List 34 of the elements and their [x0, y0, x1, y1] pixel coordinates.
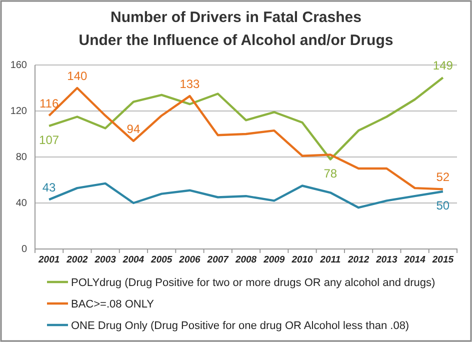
- x-tick-label: 2006: [178, 254, 202, 266]
- data-label: 107: [39, 132, 60, 147]
- x-tick-label: 2012: [346, 254, 370, 266]
- y-tick-label: 120: [10, 106, 28, 118]
- x-tick-label: 2008: [234, 254, 258, 266]
- legend-label: ONE Drug Only (Drug Positive for one drug OR Alcohol less than .08): [71, 320, 410, 332]
- data-label: 43: [42, 180, 56, 195]
- x-tick-label: 2009: [262, 254, 286, 266]
- x-tick-label: 2002: [66, 254, 88, 266]
- y-tick-label: 160: [10, 60, 28, 72]
- y-tick-label: 40: [16, 198, 28, 210]
- chart-title: Number of Drivers in Fatal Crashes Under the Influence of Alcohol and/or Drugs: [78, 9, 394, 49]
- legend-label: BAC>=.08 ONLY: [71, 298, 155, 310]
- legend-label: POLYdrug (Drug Positive for two or more drugs OR any alcohol and drugs): [71, 277, 436, 289]
- data-label: 94: [126, 122, 140, 136]
- x-tick-label: 2015: [431, 254, 454, 266]
- x-tick-label: 2014: [403, 254, 426, 266]
- x-tick-label: 2007: [206, 254, 230, 266]
- y-tick-label: 80: [16, 152, 28, 164]
- data-label: 116: [39, 96, 59, 111]
- x-tick-label: 2010: [290, 254, 314, 266]
- x-tick-label: 2005: [150, 254, 173, 266]
- data-label: 52: [436, 170, 450, 184]
- data-label: 78: [324, 166, 338, 180]
- data-label: 133: [180, 77, 200, 92]
- data-label: 140: [67, 69, 88, 83]
- x-tick-label: 2001: [37, 254, 60, 266]
- x-tick-label: 2004: [122, 254, 145, 266]
- x-tick-label: 2011: [319, 254, 341, 266]
- data-label: 50: [436, 198, 450, 212]
- data-label: 149: [432, 58, 454, 73]
- x-tick-label: 2013: [375, 254, 398, 266]
- y-tick-label: 0: [21, 244, 28, 256]
- x-tick-label: 2003: [94, 254, 117, 266]
